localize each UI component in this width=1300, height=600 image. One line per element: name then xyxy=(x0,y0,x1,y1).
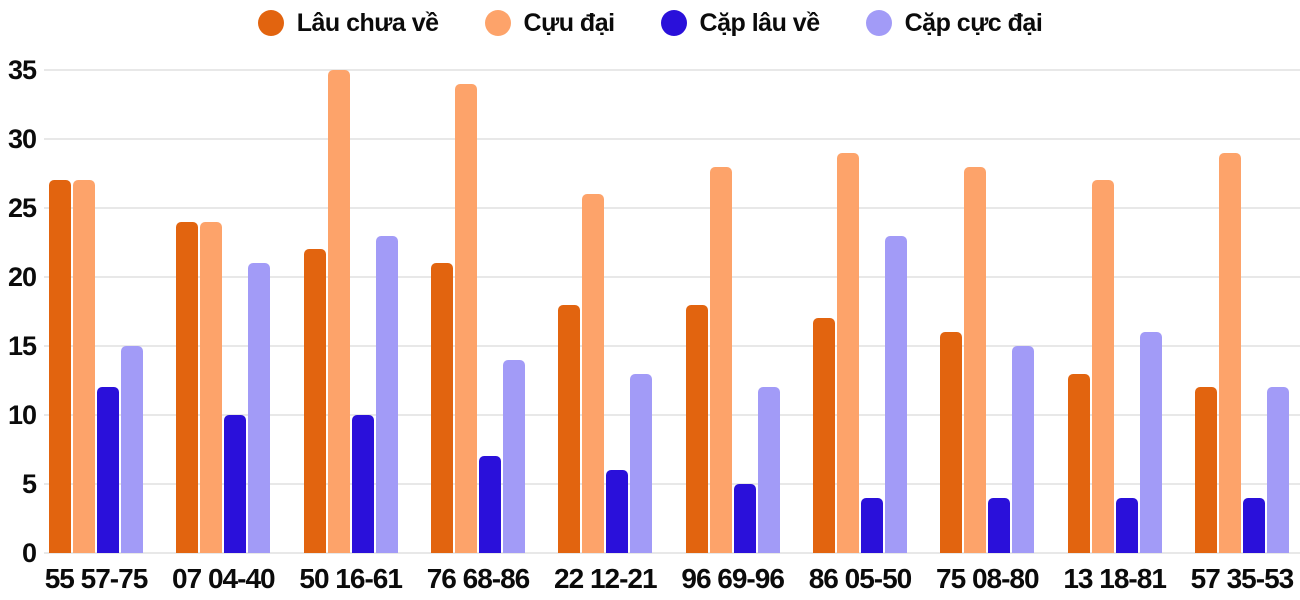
legend-label: Cặp lâu về xyxy=(699,8,821,37)
bar-groups: 55 57-75 07 04-40 50 16-61 76 68-86 22 12-21… xyxy=(44,70,1300,594)
x-axis-label: 22 12-21 xyxy=(554,563,658,594)
bar-group-1: 07 04-40 xyxy=(172,70,276,594)
bar xyxy=(709,166,732,553)
legend-item-series-3[interactable]: Cặp cực đại xyxy=(865,8,1043,38)
bar xyxy=(988,497,1011,553)
bar xyxy=(606,470,629,553)
x-axis-label: 86 05-50 xyxy=(808,563,913,594)
y-axis-label: 30 xyxy=(7,124,37,154)
bar-group-0: 55 57-75 xyxy=(45,70,148,594)
bar xyxy=(1012,346,1035,553)
y-axis: 0 5 10 15 20 25 30 35 xyxy=(0,56,37,567)
gridline-y-25 xyxy=(44,207,1300,209)
y-axis-label: 5 xyxy=(21,469,37,499)
x-axis-label: 75 08-80 xyxy=(936,563,1040,594)
bar-group-5: 96 69-96 xyxy=(681,70,785,594)
bar xyxy=(1091,180,1114,553)
y-axis-label: 15 xyxy=(7,331,37,361)
y-axis-label: 0 xyxy=(21,538,37,568)
bar xyxy=(685,304,708,553)
bar xyxy=(1218,152,1241,553)
bar xyxy=(1194,387,1217,553)
gridline-y-10 xyxy=(44,414,1300,416)
bar-group-6: 86 05-50 xyxy=(809,70,912,594)
bar xyxy=(375,235,398,553)
x-axis-label: 76 68-86 xyxy=(426,563,531,594)
x-axis-label: 50 16-61 xyxy=(299,563,403,594)
x-axis-label: 13 18-81 xyxy=(1063,563,1167,594)
bar-group-2: 50 16-61 xyxy=(299,70,403,594)
legend-dot-icon xyxy=(660,10,687,36)
bar xyxy=(502,359,525,553)
bar xyxy=(327,70,350,553)
y-axis-label: 35 xyxy=(7,55,37,85)
bar xyxy=(582,194,605,553)
bar xyxy=(757,387,780,553)
x-axis-label: 07 04-40 xyxy=(172,563,276,594)
bar xyxy=(248,263,271,553)
bar xyxy=(860,497,883,553)
bar xyxy=(351,415,374,553)
bar xyxy=(558,304,581,553)
legend-dot-icon xyxy=(865,10,892,36)
bar xyxy=(49,180,71,553)
gridline-y-30 xyxy=(44,138,1300,140)
gridline-y-5 xyxy=(44,483,1300,485)
y-axis-label: 20 xyxy=(7,262,37,292)
bar xyxy=(964,166,987,553)
bar-group-4: 22 12-21 xyxy=(554,70,658,594)
gridline-y-20 xyxy=(44,276,1300,278)
bar xyxy=(73,180,95,553)
bar xyxy=(478,456,501,553)
gridline-y-0 xyxy=(44,552,1300,554)
gridline-y-15 xyxy=(44,345,1300,347)
bar xyxy=(121,346,143,553)
bar xyxy=(884,235,907,553)
x-axis-label: 96 69-96 xyxy=(681,563,785,594)
y-axis-label: 10 xyxy=(7,400,37,430)
legend-item-series-2[interactable]: Cặp lâu về xyxy=(660,8,821,38)
bar xyxy=(836,152,859,553)
chart-legend: Lâu chưa về Cựu đại Cặp lâu về Cặp cực đại xyxy=(0,6,1300,40)
legend-dot-icon xyxy=(257,10,284,36)
y-axis-label: 25 xyxy=(7,193,37,223)
legend-label: Cựu đại xyxy=(523,8,616,37)
bar xyxy=(303,249,326,553)
bar xyxy=(1067,373,1090,553)
bar-group-7: 75 08-80 xyxy=(936,70,1040,594)
bar xyxy=(176,221,199,553)
bar xyxy=(812,318,835,553)
x-axis-label: 55 57-75 xyxy=(44,563,149,594)
legend-label: Lâu chưa về xyxy=(296,8,439,37)
bar xyxy=(224,415,247,553)
bar xyxy=(630,373,653,553)
bar xyxy=(200,221,223,553)
bar xyxy=(733,484,756,553)
bar xyxy=(1139,332,1162,553)
legend-dot-icon xyxy=(484,10,511,36)
bar xyxy=(430,263,453,553)
plot-area: 55 57-75 07 04-40 50 16-61 76 68-86 22 12-21… xyxy=(44,69,1300,594)
bar xyxy=(1242,497,1265,553)
legend-item-series-1[interactable]: Cựu đại xyxy=(484,8,616,38)
bar xyxy=(454,83,477,553)
bar-group-9: 57 35-53 xyxy=(1191,70,1294,594)
bar xyxy=(97,387,119,553)
bar xyxy=(1266,387,1289,553)
legend-label: Cặp cực đại xyxy=(904,8,1043,37)
bar-group-3: 76 68-86 xyxy=(427,70,530,594)
x-axis-label: 57 35-53 xyxy=(1190,563,1295,594)
bar xyxy=(940,332,963,553)
legend-item-series-0[interactable]: Lâu chưa về xyxy=(257,8,439,38)
bar xyxy=(1115,497,1138,553)
bar-group-8: 13 18-81 xyxy=(1063,70,1167,594)
gridline-y-35 xyxy=(44,69,1300,71)
